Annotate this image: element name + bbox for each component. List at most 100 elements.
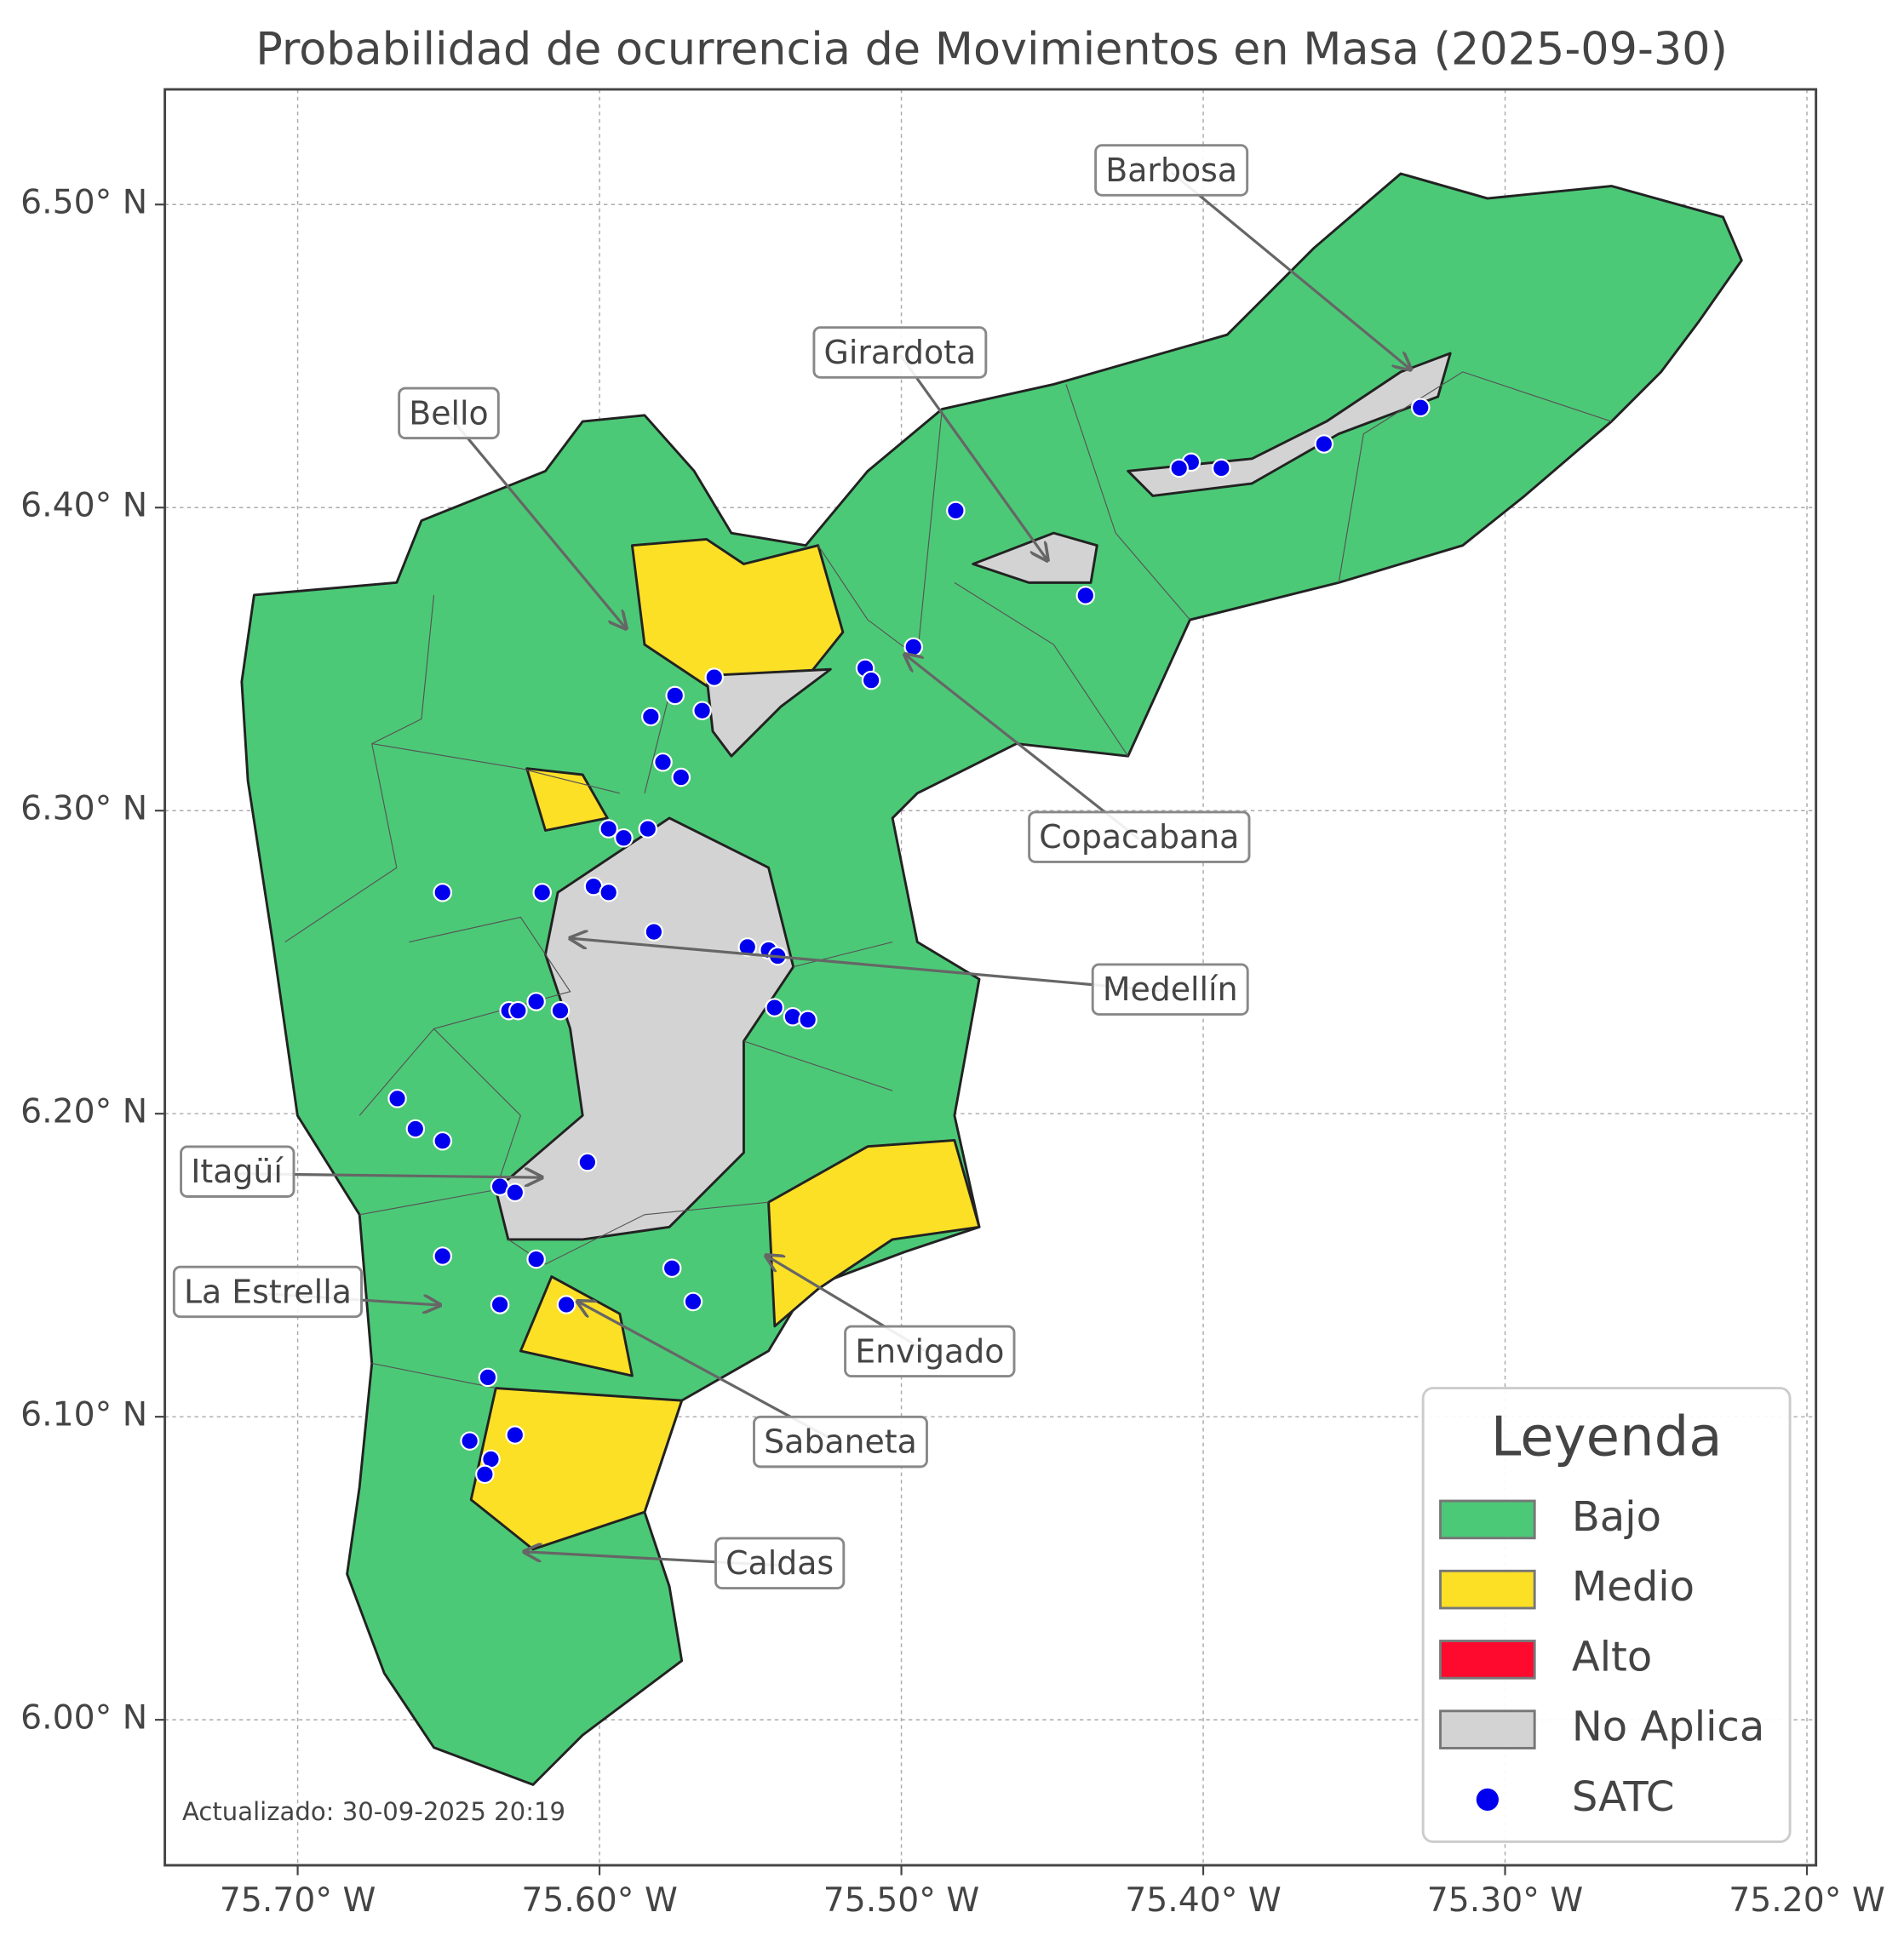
- annotation-box: [1091, 963, 1249, 1016]
- satc-station: [387, 1089, 407, 1108]
- x-tick-label: 75.50° W: [823, 1881, 979, 1920]
- satc-station: [665, 685, 685, 706]
- annotation-box: [398, 386, 500, 440]
- regions: [240, 172, 1743, 1786]
- satc-station: [644, 922, 664, 942]
- satc-station: [1410, 398, 1431, 418]
- legend-label: SATC: [1572, 1773, 1675, 1821]
- satc-station: [1314, 434, 1334, 454]
- region-medio: [767, 1138, 981, 1328]
- x-tick-label: 75.30° W: [1427, 1881, 1584, 1920]
- annotation-box: [812, 326, 988, 379]
- legend-marker: [1476, 1788, 1499, 1811]
- annotation-label: Girardota: [824, 334, 977, 371]
- legend-label: Bajo: [1572, 1493, 1661, 1541]
- satc-station: [641, 707, 661, 727]
- satc-station: [433, 1131, 453, 1151]
- satc-station: [662, 1258, 682, 1279]
- region-bajo: [240, 172, 1743, 1786]
- legend-swatch: [1439, 1569, 1536, 1610]
- annotation-label: Envigado: [855, 1332, 1004, 1370]
- legend-swatch: [1439, 1640, 1536, 1680]
- satc-station: [765, 998, 784, 1017]
- annotation-label: Copacabana: [1039, 818, 1239, 856]
- annotation-box: [714, 1537, 846, 1589]
- annotation-box: [753, 1415, 928, 1469]
- legend-label: Medio: [1572, 1563, 1695, 1611]
- region-medio: [469, 1387, 684, 1551]
- satc-station: [505, 1425, 525, 1445]
- satc-station: [508, 1000, 528, 1021]
- satc-station: [532, 883, 552, 902]
- region-medio: [525, 767, 609, 832]
- legend-title: Leyenda: [1491, 1406, 1723, 1469]
- satc-station: [638, 819, 658, 839]
- satc-station: [614, 827, 634, 848]
- district-borders: [284, 371, 1612, 1389]
- y-tick-label: 6.40° N: [20, 487, 147, 525]
- annotation-label: Medellín: [1103, 970, 1238, 1008]
- satc-station: [946, 501, 966, 521]
- annotation-arrow: [447, 414, 626, 628]
- y-tick-label: 6.10° N: [20, 1396, 147, 1434]
- region-medio: [630, 537, 845, 696]
- satc-station: [903, 637, 924, 657]
- satc-station: [433, 883, 453, 902]
- x-tick-label: 75.70° W: [220, 1881, 376, 1920]
- satc-station: [460, 1431, 479, 1451]
- plot-frame: [163, 88, 1818, 1867]
- x-tick-label: 75.40° W: [1125, 1881, 1281, 1920]
- annotation-label: Caldas: [725, 1544, 834, 1582]
- annotation-box: [180, 1145, 295, 1198]
- satc-station: [1075, 586, 1096, 605]
- annotation-label: Itagüí: [191, 1153, 284, 1190]
- satc-station: [550, 1000, 571, 1021]
- satc-station: [526, 992, 546, 1011]
- satc-station: [475, 1464, 495, 1485]
- satc-station: [577, 1152, 598, 1172]
- legend-swatch: [1439, 1709, 1536, 1749]
- x-tick-label: 75.20° W: [1729, 1881, 1885, 1920]
- map-title: Probabilidad de ocurrencia de Movimiento…: [255, 23, 1728, 75]
- x-tick-label: 75.60° W: [521, 1881, 678, 1920]
- satc-station: [526, 1249, 546, 1269]
- satc-station: [737, 937, 758, 957]
- y-tick-label: 6.50° N: [20, 184, 147, 222]
- satc-station: [798, 1010, 817, 1030]
- legend-swatch: [1439, 1499, 1536, 1540]
- annotation-label: Bello: [409, 394, 488, 432]
- satc-station: [405, 1119, 426, 1139]
- annotation-box: [1028, 810, 1251, 863]
- satc-station: [692, 701, 712, 721]
- satc-station: [505, 1182, 525, 1203]
- annotation-arrow: [571, 938, 1171, 993]
- annotation-label: Barbosa: [1105, 152, 1237, 189]
- annotation-arrow: [1170, 171, 1411, 369]
- region-no-aplica: [494, 816, 795, 1241]
- satc-station: [653, 752, 673, 772]
- annotation-label: Sabaneta: [764, 1423, 917, 1461]
- satc-station: [433, 1246, 453, 1266]
- y-tick-label: 6.30° N: [20, 790, 147, 828]
- annotation-box: [844, 1325, 1016, 1378]
- satc-station: [599, 883, 618, 902]
- annotation-label: La Estrella: [184, 1273, 352, 1310]
- satc-station: [861, 670, 881, 690]
- region-no-aplica: [972, 352, 1452, 584]
- annotation-box: [1094, 144, 1249, 197]
- legend-label: No Aplica: [1572, 1703, 1764, 1751]
- satc-station: [671, 767, 691, 787]
- satc-station: [683, 1291, 703, 1312]
- y-tick-label: 6.00° N: [20, 1699, 147, 1738]
- satc-station: [599, 819, 618, 839]
- footer-text: Actualizado: 30-09-2025 20:19: [182, 1797, 565, 1826]
- satc-station: [1212, 458, 1231, 478]
- annotation-arrow: [905, 655, 1140, 840]
- satc-station: [704, 667, 725, 687]
- y-tick-label: 6.20° N: [20, 1093, 147, 1131]
- satc-station: [478, 1367, 498, 1388]
- annotation-arrow: [898, 353, 1047, 561]
- annotation-box: [172, 1265, 363, 1319]
- satc-station: [490, 1295, 510, 1314]
